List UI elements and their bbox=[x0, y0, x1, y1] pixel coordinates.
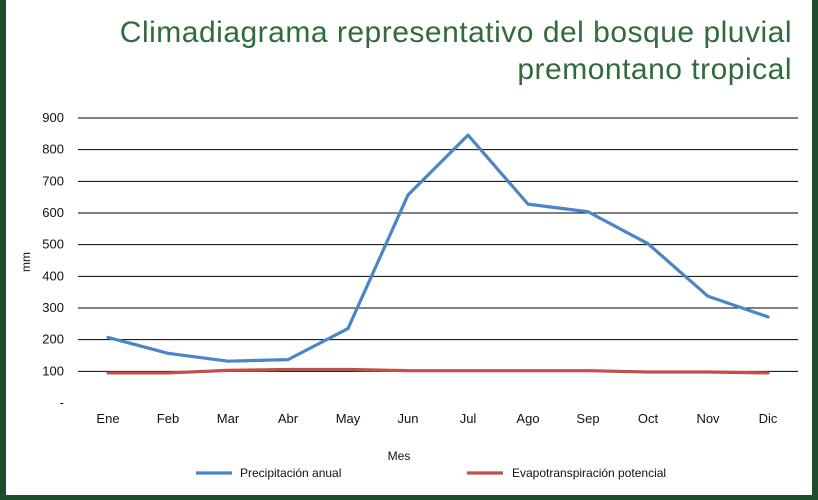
y-tick-900: 900 bbox=[42, 110, 64, 125]
x-tick-dic: Dic bbox=[759, 411, 778, 426]
y-axis-label: mm bbox=[19, 252, 33, 272]
y-tick-0: - bbox=[60, 395, 64, 410]
series-line-1 bbox=[106, 133, 770, 363]
chart-title-line-1: Climadiagrama representativo del bosque … bbox=[119, 16, 792, 49]
x-axis-label: Mes bbox=[388, 449, 411, 463]
series-lines bbox=[106, 133, 770, 375]
y-tick-500: 500 bbox=[42, 237, 64, 252]
y-tick-400: 400 bbox=[42, 268, 64, 283]
x-tick-may: May bbox=[336, 411, 361, 426]
x-tick-oct: Oct bbox=[638, 411, 659, 426]
x-tick-abr: Abr bbox=[278, 411, 299, 426]
x-tick-labels: Ene Feb Mar Abr May Jun Jul Ago Sep Oct Nov Dic bbox=[96, 411, 777, 426]
x-tick-nov: Nov bbox=[696, 411, 720, 426]
x-tick-jul: Jul bbox=[460, 411, 477, 426]
x-tick-ene: Ene bbox=[96, 411, 119, 426]
y-tick-600: 600 bbox=[42, 205, 64, 220]
y-tick-800: 800 bbox=[42, 142, 64, 157]
x-tick-mar: Mar bbox=[217, 411, 240, 426]
y-tick-100: 100 bbox=[42, 363, 64, 378]
legend-label-1: Precipitación anual bbox=[240, 466, 341, 480]
chart-title: Climadiagrama representativo del bosque … bbox=[92, 14, 792, 88]
y-tick-200: 200 bbox=[42, 332, 64, 347]
chart-title-line-2: premontano tropical bbox=[517, 53, 792, 86]
x-tick-feb: Feb bbox=[157, 411, 179, 426]
chart-frame bbox=[6, 0, 812, 495]
y-tick-700: 700 bbox=[42, 173, 64, 188]
x-tick-ago: Ago bbox=[516, 411, 539, 426]
series-line-2 bbox=[106, 367, 770, 375]
y-tick-labels: - 100 200 300 400 500 600 700 800 900 bbox=[42, 110, 64, 410]
legend: Precipitación anual Evapotranspiración po… bbox=[196, 466, 666, 480]
y-tick-300: 300 bbox=[42, 300, 64, 315]
legend-label-2: Evapotranspiración potencial bbox=[512, 466, 666, 480]
x-tick-sep: Sep bbox=[576, 411, 599, 426]
x-tick-jun: Jun bbox=[398, 411, 419, 426]
gridlines bbox=[78, 117, 798, 372]
